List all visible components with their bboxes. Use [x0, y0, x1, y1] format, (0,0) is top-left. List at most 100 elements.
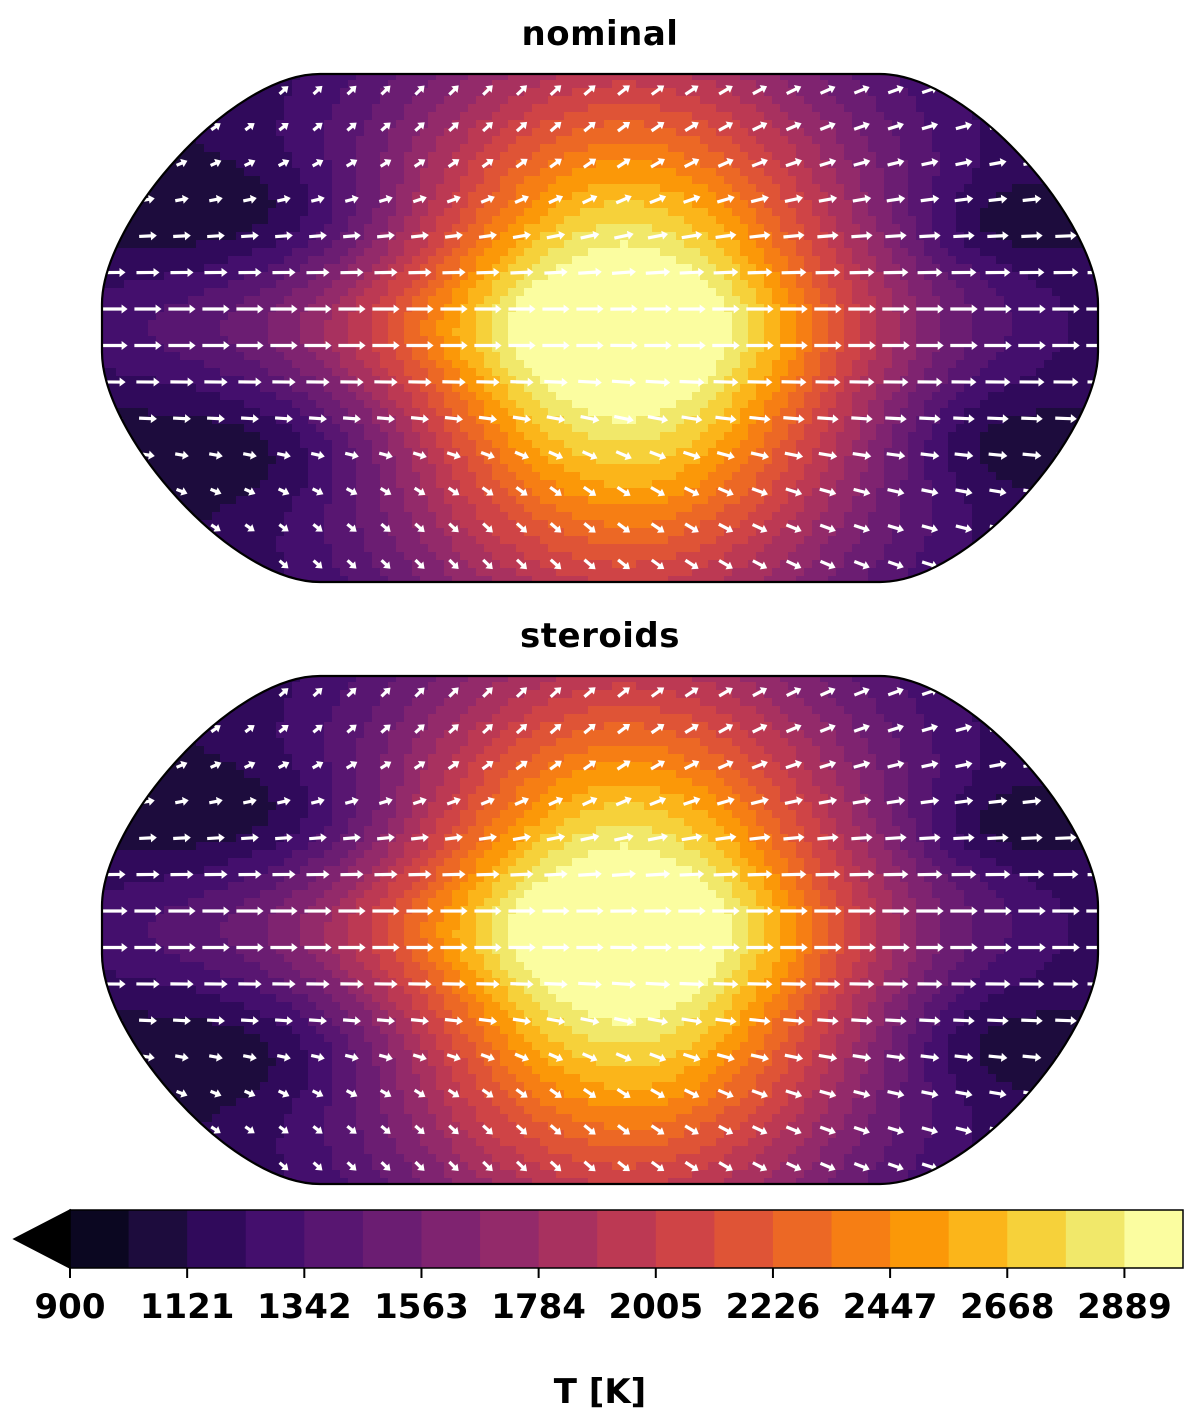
temperature-cell [508, 128, 517, 137]
temperature-cell [916, 136, 925, 145]
temperature-cell [380, 208, 389, 217]
temperature-cell [580, 136, 589, 145]
temperature-cell [1068, 296, 1077, 305]
temperature-cell [940, 120, 949, 129]
temperature-cell [700, 192, 709, 201]
temperature-cell [436, 104, 445, 113]
temperature-cell [452, 376, 461, 385]
temperature-cell [892, 74, 901, 81]
temperature-cell [460, 280, 469, 289]
temperature-cell [1036, 136, 1045, 145]
temperature-cell [524, 328, 533, 337]
temperature-cell [716, 128, 725, 137]
temperature-cell [876, 344, 885, 353]
temperature-cell [940, 248, 949, 257]
temperature-cell [140, 312, 149, 321]
temperature-cell [236, 360, 245, 369]
temperature-cell [980, 368, 989, 377]
temperature-cell [580, 320, 589, 329]
temperature-cell [436, 192, 445, 201]
temperature-cell [508, 136, 517, 145]
temperature-cell [780, 152, 789, 161]
temperature-cell [508, 360, 517, 369]
temperature-cell [436, 216, 445, 225]
temperature-cell [108, 352, 117, 361]
temperature-cell [308, 368, 317, 377]
temperature-cell [140, 248, 149, 257]
temperature-cell [740, 160, 749, 169]
temperature-cell [412, 208, 421, 217]
temperature-cell [260, 336, 269, 345]
temperature-cell [356, 336, 365, 345]
temperature-cell [796, 312, 805, 321]
temperature-cell [788, 328, 797, 337]
temperature-cell [636, 320, 645, 329]
temperature-cell [836, 320, 845, 329]
temperature-cell [748, 200, 757, 209]
temperature-cell [852, 368, 861, 377]
temperature-cell [988, 384, 997, 393]
temperature-cell [988, 368, 997, 377]
temperature-cell [1052, 328, 1061, 337]
temperature-cell [444, 88, 453, 97]
temperature-cell [260, 152, 269, 161]
temperature-cell [500, 112, 509, 121]
temperature-cell [308, 152, 317, 161]
temperature-cell [476, 208, 485, 217]
temperature-cell [1092, 136, 1098, 145]
temperature-cell [228, 352, 237, 361]
temperature-cell [500, 88, 509, 97]
temperature-cell [772, 272, 781, 281]
temperature-cell [844, 96, 853, 105]
temperature-cell [700, 224, 709, 233]
temperature-cell [1076, 256, 1085, 265]
temperature-cell [292, 336, 301, 345]
temperature-cell [156, 80, 165, 89]
temperature-cell [868, 168, 877, 177]
temperature-cell [1044, 288, 1053, 297]
temperature-cell [844, 216, 853, 225]
temperature-cell [108, 74, 117, 81]
temperature-cell [516, 368, 525, 377]
temperature-cell [484, 344, 493, 353]
temperature-cell [684, 328, 693, 337]
temperature-cell [436, 208, 445, 217]
temperature-cell [452, 184, 461, 193]
temperature-cell [1020, 240, 1029, 249]
temperature-cell [356, 208, 365, 217]
temperature-cell [668, 320, 677, 329]
temperature-cell [940, 216, 949, 225]
temperature-cell [492, 104, 501, 113]
temperature-cell [156, 224, 165, 233]
temperature-cell [500, 216, 509, 225]
temperature-cell [596, 256, 605, 265]
temperature-cell [1044, 280, 1053, 289]
temperature-cell [884, 360, 893, 369]
temperature-cell [188, 120, 197, 129]
temperature-cell [876, 144, 885, 153]
temperature-cell [900, 168, 909, 177]
temperature-cell [796, 168, 805, 177]
temperature-cell [212, 336, 221, 345]
temperature-cell [364, 336, 373, 345]
temperature-cell [364, 288, 373, 297]
temperature-cell [324, 248, 333, 257]
temperature-cell [364, 272, 373, 281]
temperature-cell [732, 320, 741, 329]
temperature-cell [724, 152, 733, 161]
temperature-cell [700, 360, 709, 369]
temperature-cell [748, 272, 757, 281]
temperature-cell [276, 256, 285, 265]
temperature-cell [892, 80, 901, 89]
temperature-cell [324, 128, 333, 137]
temperature-cell [268, 192, 277, 201]
temperature-cell [748, 320, 757, 329]
temperature-cell [980, 248, 989, 257]
temperature-cell [700, 88, 709, 97]
temperature-cell [188, 96, 197, 105]
temperature-cell [148, 312, 157, 321]
temperature-cell [284, 184, 293, 193]
temperature-cell [908, 272, 917, 281]
temperature-cell [764, 264, 773, 273]
temperature-cell [436, 80, 445, 89]
